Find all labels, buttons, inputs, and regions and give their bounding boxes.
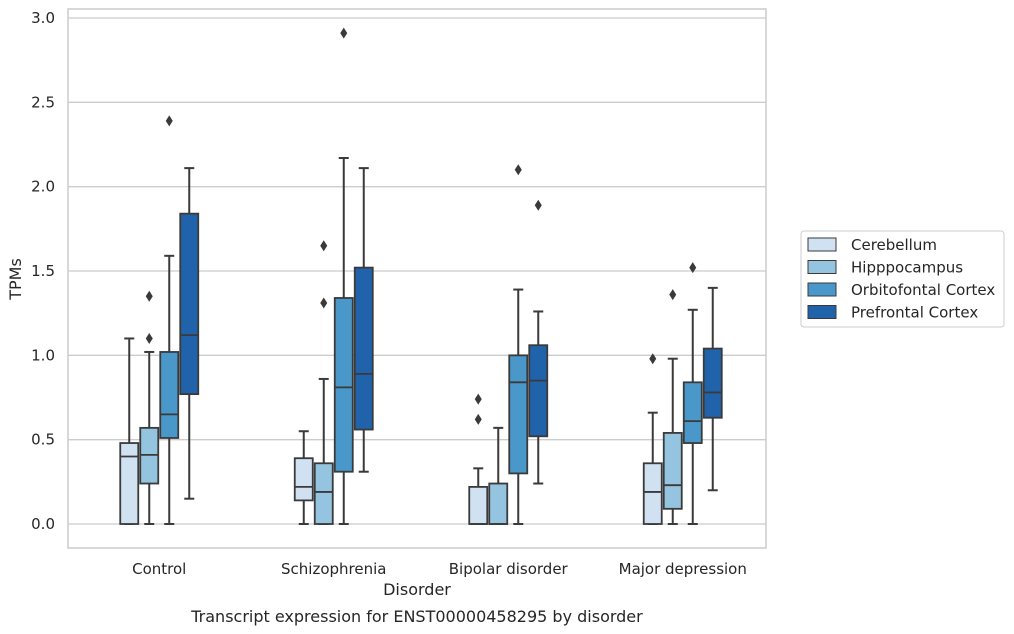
box-iqr [508, 354, 529, 475]
outlier-point [514, 164, 522, 176]
box-iqr [159, 351, 180, 439]
box-iqr [353, 266, 374, 431]
legend-swatch [807, 282, 837, 297]
box-iqr [682, 381, 703, 444]
outlier-point [320, 297, 328, 309]
x-tick-label: Control [132, 560, 186, 578]
box-2-2 [313, 240, 334, 525]
box-iqr [119, 442, 140, 525]
legend-swatch [807, 260, 837, 274]
legend-swatch [807, 305, 837, 319]
y-tick-label: 3.0 [31, 9, 55, 27]
legend-label: Prefrontal Cortex [851, 304, 978, 322]
legend-label: Hipppocampus [851, 259, 963, 277]
box-1-1 [119, 337, 140, 525]
outlier-point [669, 289, 677, 301]
box-2-4 [662, 289, 683, 525]
outlier-point [534, 199, 542, 211]
x-tick-label: Schizophrenia [281, 560, 386, 578]
box-3-3 [508, 164, 529, 525]
outlier-point [689, 262, 697, 274]
outlier-point [649, 353, 657, 365]
y-tick-labels: 0.0 0.5 1.0 1.5 2.0 2.5 3.0 [31, 9, 55, 533]
outlier-point [145, 332, 153, 344]
box-1-3 [468, 393, 489, 525]
box-4-3 [528, 199, 549, 485]
box-1-4 [642, 353, 663, 525]
box-2-1 [139, 290, 160, 525]
gridlines [68, 17, 766, 525]
outlier-point [320, 240, 328, 252]
box-3-1 [159, 115, 180, 525]
box-4-4 [702, 286, 723, 492]
outlier-point [474, 393, 482, 405]
outlier-point [340, 27, 348, 39]
y-tick-label: 1.0 [31, 346, 55, 364]
box-iqr [468, 485, 489, 525]
box-1-2 [293, 430, 314, 525]
outlier-point [474, 413, 482, 425]
outlier-point [145, 290, 153, 302]
y-tick-label: 2.0 [31, 178, 55, 196]
box-iqr [642, 462, 663, 525]
x-tick-label: Major depression [619, 560, 747, 578]
box-3-4 [682, 262, 703, 525]
y-axis-title: TPMs [6, 258, 25, 301]
box-iqr [662, 432, 683, 510]
box-plot-series [119, 27, 723, 525]
box-3-2 [333, 27, 354, 525]
x-tick-labels: Control Schizophrenia Bipolar disorder Majo… [132, 560, 747, 578]
outlier-point [165, 115, 173, 127]
y-tick-label: 2.5 [31, 93, 55, 111]
y-tick-label: 0.5 [31, 431, 55, 449]
box-4-1 [179, 167, 200, 500]
box-iqr [488, 482, 509, 525]
x-axis-title: Disorder [383, 580, 451, 599]
box-iqr [313, 462, 334, 525]
legend: Cerebellum Hipppocampus Orbitofontal Corte… [800, 230, 1005, 328]
legend-label: Orbitofontal Cortex [851, 281, 995, 299]
box-2-3 [488, 426, 509, 525]
box-iqr [528, 344, 549, 438]
box-iqr [702, 347, 723, 419]
y-tick-label: 1.5 [31, 262, 55, 280]
box-4-2 [353, 167, 374, 473]
x-tick-label: Bipolar disorder [449, 560, 569, 578]
legend-frame [800, 230, 1005, 328]
box-iqr [179, 212, 200, 396]
legend-swatch [807, 237, 837, 252]
box-iqr [333, 297, 354, 473]
box-iqr [293, 457, 314, 502]
plot-frame [67, 8, 767, 549]
y-tick-label: 0.0 [31, 515, 55, 533]
chart-caption: Transcript expression for ENST0000045829… [190, 607, 643, 626]
legend-label: Cerebellum [851, 236, 937, 254]
